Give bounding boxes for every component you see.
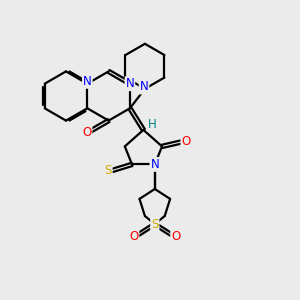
Text: O: O [182, 135, 190, 148]
Text: S: S [151, 218, 158, 231]
Text: O: O [171, 230, 180, 243]
Text: H: H [147, 118, 156, 131]
Text: N: N [125, 77, 134, 90]
Text: O: O [82, 125, 92, 139]
Text: N: N [140, 80, 148, 94]
Text: S: S [104, 164, 112, 177]
Text: N: N [83, 75, 92, 88]
Text: N: N [150, 158, 159, 171]
Text: O: O [129, 230, 138, 243]
